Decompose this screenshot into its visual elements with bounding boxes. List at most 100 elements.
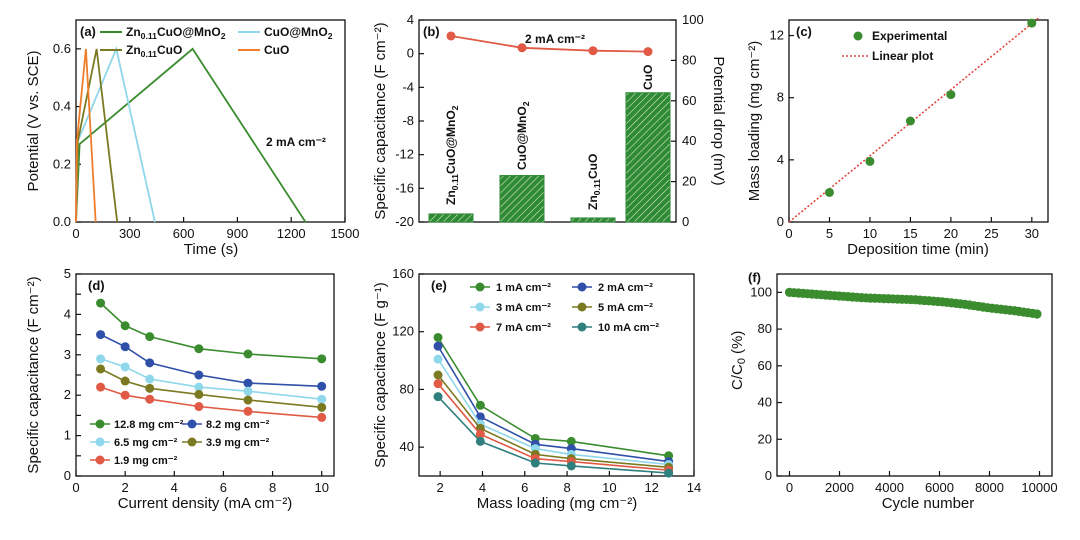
text-span: C/C bbox=[729, 364, 746, 390]
legend-label: CuO bbox=[264, 43, 289, 57]
y-tick-label: -4 bbox=[402, 79, 414, 94]
y-tick-label: 20 bbox=[758, 431, 772, 446]
x-tick-label: 10 bbox=[314, 480, 328, 495]
subscript-span: 0.11 bbox=[592, 179, 602, 196]
legend-label: Experimental bbox=[872, 29, 947, 43]
x-tick-label: 6 bbox=[220, 480, 227, 495]
x-tick-label: 10 bbox=[863, 226, 877, 241]
x-tick-label: 6 bbox=[521, 480, 528, 495]
experimental-point bbox=[865, 156, 875, 166]
y-tick-label: -12 bbox=[395, 147, 414, 162]
data-point bbox=[317, 394, 327, 404]
x-tick-label: 2000 bbox=[825, 480, 854, 495]
y-tick-label: 4 bbox=[777, 152, 784, 167]
capacitance-point bbox=[446, 31, 456, 41]
capacitance-point bbox=[643, 47, 653, 57]
text-span: Zn bbox=[126, 25, 141, 39]
y-tick-label: 160 bbox=[392, 266, 414, 281]
bar-category-label: Zn0.11CuO@MnO2 bbox=[444, 105, 460, 205]
legend-label: Zn0.11CuO@MnO2 bbox=[126, 25, 226, 41]
y-tick-label: 0.2 bbox=[53, 156, 71, 171]
legend-label: 8.2 mg cm⁻² bbox=[206, 419, 270, 431]
data-point bbox=[475, 436, 485, 446]
data-point bbox=[433, 392, 443, 402]
data-point bbox=[317, 381, 327, 391]
retention-point bbox=[1032, 309, 1042, 319]
text-span: CuO@MnO bbox=[515, 106, 529, 170]
x-axis-title: Deposition time (min) bbox=[847, 241, 989, 258]
data-point bbox=[96, 364, 106, 374]
annotation: 2 mA cm⁻² bbox=[525, 32, 585, 46]
data-point bbox=[433, 354, 443, 364]
subscript-span: 0.11 bbox=[450, 174, 460, 191]
y-tick-label: 80 bbox=[758, 321, 772, 336]
y-tick-label: 0 bbox=[777, 214, 784, 229]
x-axis-title: Current density (mA cm⁻²) bbox=[118, 495, 293, 512]
data-point bbox=[194, 402, 204, 412]
legend-swatch-marker bbox=[475, 302, 485, 312]
legend-label: 1 mA cm⁻² bbox=[496, 282, 551, 294]
data-point bbox=[475, 400, 485, 410]
y-tick-label-right: 40 bbox=[682, 133, 696, 148]
y-tick-label-right: 60 bbox=[682, 93, 696, 108]
y-tick-label: 0.0 bbox=[53, 214, 71, 229]
experimental-point bbox=[824, 187, 834, 197]
bar bbox=[570, 217, 616, 223]
y-tick-label: 5 bbox=[64, 266, 71, 281]
series-line-0 bbox=[437, 337, 669, 457]
x-tick-label: 6000 bbox=[925, 480, 954, 495]
bar-category-label: Zn0.11CuO bbox=[586, 154, 602, 210]
data-point bbox=[317, 412, 327, 422]
legend-label: Linear plot bbox=[872, 49, 933, 63]
series-line-3 bbox=[437, 374, 669, 469]
text-span: (%) bbox=[729, 331, 746, 359]
data-point bbox=[145, 332, 155, 342]
legend-swatch-marker bbox=[577, 302, 587, 312]
data-point bbox=[566, 436, 576, 446]
legend-label: 3.9 mg cm⁻² bbox=[206, 437, 270, 449]
data-point bbox=[194, 370, 204, 380]
legend-label: 10 mA cm⁻² bbox=[598, 322, 659, 334]
data-point bbox=[433, 370, 443, 380]
x-axis-title: Cycle number bbox=[882, 495, 975, 512]
series-line-1 bbox=[100, 333, 322, 388]
data-point bbox=[145, 394, 155, 404]
x-tick-label: 8000 bbox=[975, 480, 1004, 495]
y-tick-label: 0.4 bbox=[53, 99, 71, 114]
y-axis-title: Specific capacitance (F cm⁻²) bbox=[25, 276, 42, 473]
subscript-span: 0 bbox=[736, 358, 748, 364]
text-span: CuO bbox=[641, 65, 655, 90]
x-tick-label: 14 bbox=[687, 480, 701, 495]
data-point bbox=[243, 378, 253, 388]
x-tick-label: 30 bbox=[1025, 226, 1039, 241]
x-tick-label: 2 bbox=[437, 480, 444, 495]
series-line-2 bbox=[437, 358, 669, 466]
panel-d: 0 2 4 6 8 10 0 1 2 3 4 5 Current density (mA cm⁻²) Sp… bbox=[25, 266, 335, 512]
y-tick-label: 40 bbox=[400, 439, 414, 454]
subscript-span: 2 bbox=[521, 101, 531, 106]
legend-label: 5 mA cm⁻² bbox=[598, 302, 653, 314]
y-tick-label-right: 80 bbox=[682, 52, 696, 67]
experimental-point bbox=[1027, 18, 1037, 28]
y-tick-label: 8 bbox=[777, 90, 784, 105]
legend-swatch bbox=[853, 31, 863, 41]
text-span: CuO bbox=[586, 154, 600, 179]
legend-swatch-marker bbox=[187, 437, 197, 447]
data-point bbox=[243, 386, 253, 396]
subscript-span: 0.11 bbox=[141, 31, 158, 41]
panel-c: 0 5 10 15 20 25 30 0 4 8 12 Deposition time (min) Ma… bbox=[746, 16, 1049, 258]
panel-label: (b) bbox=[423, 24, 440, 39]
y-tick-label-right: 20 bbox=[682, 174, 696, 189]
data-point bbox=[243, 395, 253, 405]
annotation: 2 mA cm⁻² bbox=[266, 135, 326, 149]
legend-swatch-marker bbox=[475, 322, 485, 332]
x-tick-label: 20 bbox=[944, 226, 958, 241]
data-point bbox=[145, 358, 155, 368]
y-tick-label: 40 bbox=[758, 395, 772, 410]
y-tick-label: 80 bbox=[400, 381, 414, 396]
legend-swatch-marker bbox=[475, 282, 485, 292]
x-tick-label: 1500 bbox=[331, 226, 360, 241]
y-tick-label: 3 bbox=[64, 347, 71, 362]
y-tick-label-right: 100 bbox=[682, 12, 704, 27]
data-point bbox=[433, 341, 443, 351]
